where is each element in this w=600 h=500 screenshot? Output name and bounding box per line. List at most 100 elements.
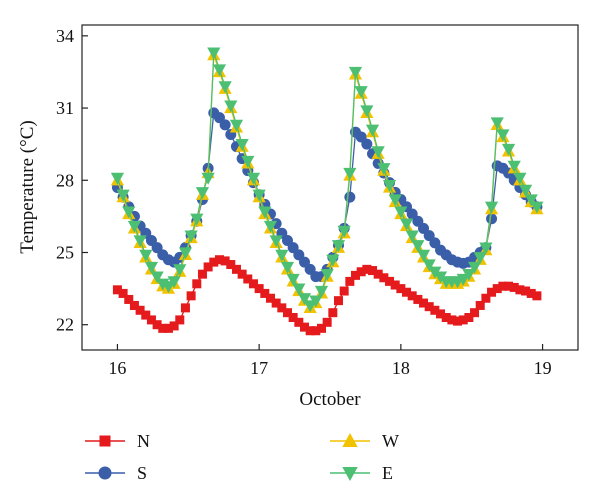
data-point-e [303,300,317,313]
data-point-e [122,206,136,219]
data-point-n [379,273,389,283]
data-point-n [424,302,434,312]
data-point-n [447,315,457,325]
plot-frame [81,24,579,351]
data-point-n [265,293,275,303]
data-point-n [532,291,542,301]
data-point-n [526,288,536,298]
data-point-n [180,303,190,313]
data-point-n [390,280,400,290]
data-point-e [394,206,408,219]
data-point-e [127,220,142,233]
data-point-n [299,322,309,332]
data-point-n [322,317,332,327]
data-point-e [201,172,215,185]
y-axis-title: Temperature (°C) [17,120,38,253]
data-point-n [220,256,230,266]
data-point-e [513,172,527,185]
data-point-n [509,282,519,292]
axis-ticks: 16 17 18 19 22 25 28 31 34 [56,26,552,378]
data-point-n [124,294,134,304]
data-point-e [331,240,346,253]
data-point-n [243,274,253,284]
legend-marker [99,435,111,447]
data-point-e [144,261,159,274]
data-point-n [419,298,429,308]
legend-label: W [382,431,399,451]
data-point-n [277,303,287,313]
data-point-e [173,264,187,277]
data-point-e [473,252,487,265]
data-point-e [167,276,181,289]
data-point-n [163,323,173,333]
data-point-e [235,139,249,152]
data-point-e [292,283,306,296]
data-point-n [271,298,281,308]
data-point-n [430,305,440,315]
data-point-n [175,315,185,325]
data-point-n [311,326,321,336]
x-tick-label: 18 [392,358,410,378]
legend-label: N [137,431,150,451]
data-point-n [351,270,361,280]
data-point-e [229,119,244,132]
data-point-n [260,288,270,298]
data-point-n [305,326,315,336]
data-point-n [385,276,395,286]
data-point-e [195,187,210,200]
data-point-e [139,249,153,262]
data-point-n [373,269,383,279]
data-point-e [343,167,357,180]
data-point-n [362,264,372,274]
x-tick-label: 17 [250,358,268,378]
data-point-n [141,310,151,320]
data-point-n [521,286,531,296]
data-point-e [326,254,340,267]
data-point-n [345,276,355,286]
series-n [112,255,542,336]
data-point-e [150,271,164,284]
data-point-e [314,285,329,298]
data-point-n [339,286,349,296]
series-layer [110,47,544,336]
data-point-e [178,247,193,260]
data-point-n [504,281,514,291]
data-point-e [490,117,504,130]
data-point-e [258,206,272,219]
legend-marker [342,433,358,447]
data-point-e [218,81,232,94]
data-point-e [161,281,176,294]
y-tick-label: 34 [56,26,74,46]
data-point-e [360,105,374,118]
data-point-n [356,267,366,277]
data-point-n [464,313,474,322]
data-point-n [135,305,145,315]
data-point-e [371,146,385,159]
data-point-e [388,194,402,207]
data-point-s [344,191,356,203]
series-e [110,47,544,313]
data-point-n [169,321,179,331]
data-point-n [458,315,468,325]
data-point-n [492,284,502,294]
data-point-e [184,230,198,243]
legend-item-n: N [85,431,150,451]
data-point-e [110,172,125,185]
data-point-n [328,308,338,318]
data-point-n [436,309,446,319]
data-point-n [470,308,480,318]
data-point-e [241,155,255,168]
data-point-e [501,143,516,156]
legend-marker [342,467,358,481]
data-point-e [337,225,351,238]
data-point-n [192,279,202,289]
legend-label: E [382,463,393,483]
data-point-n [254,284,264,294]
data-point-e [309,295,323,308]
data-point-e [399,218,414,231]
data-point-e [467,261,482,274]
data-point-e [212,64,227,77]
data-point-e [382,179,397,192]
data-point-n [316,323,326,333]
